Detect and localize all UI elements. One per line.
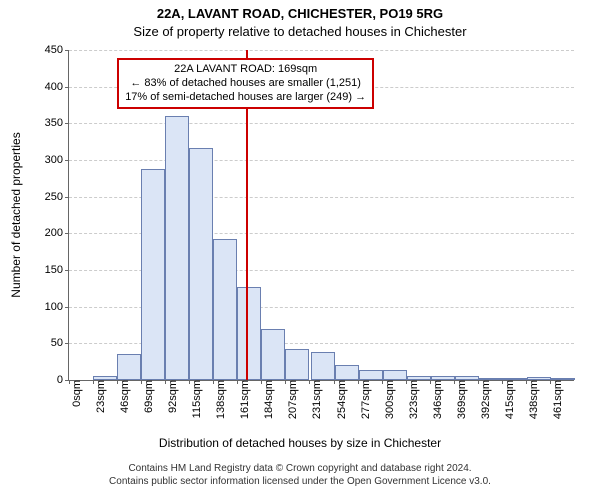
x-tick-label: 184sqm	[257, 380, 275, 419]
x-tick-label: 161sqm	[233, 380, 251, 419]
footer-line-1: Contains HM Land Registry data © Crown c…	[0, 462, 600, 475]
x-tick-label: 369sqm	[450, 380, 468, 419]
histogram-bar	[383, 370, 407, 380]
x-tick-label: 92sqm	[161, 380, 179, 413]
x-tick-label: 346sqm	[426, 380, 444, 419]
plot-area: 0501001502002503003504004500sqm23sqm46sq…	[68, 50, 574, 381]
x-tick-label: 254sqm	[330, 380, 348, 419]
y-tick-label: 350	[45, 117, 69, 129]
histogram-bar	[189, 148, 213, 380]
y-tick-label: 50	[51, 337, 69, 349]
histogram-bar	[407, 376, 431, 380]
chart-container: 22A, LAVANT ROAD, CHICHESTER, PO19 5RG S…	[0, 0, 600, 500]
histogram-bar	[213, 239, 237, 380]
annotation-line: 22A LAVANT ROAD: 169sqm	[125, 63, 366, 77]
y-tick-label: 150	[45, 264, 69, 276]
x-tick-label: 69sqm	[137, 380, 155, 413]
histogram-bar	[359, 370, 383, 380]
histogram-bar	[261, 329, 285, 380]
gridline	[69, 160, 574, 161]
x-tick-label: 138sqm	[209, 380, 227, 419]
y-axis-label: Number of detached properties	[9, 132, 23, 297]
annotation-box: 22A LAVANT ROAD: 169sqm← 83% of detached…	[117, 58, 374, 109]
histogram-bar	[285, 349, 309, 380]
x-tick-label: 231sqm	[305, 380, 323, 419]
x-tick-label: 277sqm	[354, 380, 372, 419]
annotation-line: ← 83% of detached houses are smaller (1,…	[125, 77, 366, 91]
gridline	[69, 123, 574, 124]
histogram-bar	[93, 376, 117, 380]
y-tick-label: 400	[45, 81, 69, 93]
y-tick-label: 250	[45, 191, 69, 203]
histogram-bar	[237, 287, 261, 380]
histogram-bar	[431, 376, 455, 380]
x-axis-label: Distribution of detached houses by size …	[0, 436, 600, 450]
x-tick-label: 415sqm	[498, 380, 516, 419]
y-tick-label: 450	[45, 44, 69, 56]
histogram-bar	[335, 365, 359, 380]
y-tick-label: 300	[45, 154, 69, 166]
histogram-bar	[455, 376, 479, 380]
histogram-bar	[503, 378, 527, 380]
histogram-bar	[479, 378, 503, 380]
x-tick-label: 461sqm	[546, 380, 564, 419]
annotation-line: 17% of semi-detached houses are larger (…	[125, 91, 366, 105]
histogram-bar	[165, 116, 189, 380]
histogram-bar	[551, 378, 575, 380]
x-tick-label: 438sqm	[522, 380, 540, 419]
x-tick-label: 300sqm	[378, 380, 396, 419]
histogram-bar	[141, 169, 165, 380]
x-tick-label: 115sqm	[185, 380, 203, 418]
chart-address-title: 22A, LAVANT ROAD, CHICHESTER, PO19 5RG	[0, 6, 600, 21]
histogram-bar	[311, 352, 335, 380]
x-tick-label: 207sqm	[281, 380, 299, 419]
x-tick-label: 46sqm	[113, 380, 131, 413]
y-tick-label: 200	[45, 227, 69, 239]
chart-subtitle: Size of property relative to detached ho…	[0, 24, 600, 39]
y-tick-label: 100	[45, 301, 69, 313]
histogram-bar	[117, 354, 141, 380]
x-tick-label: 392sqm	[474, 380, 492, 419]
x-tick-label: 323sqm	[402, 380, 420, 419]
footer-line-2: Contains public sector information licen…	[0, 475, 600, 488]
gridline	[69, 50, 574, 51]
x-tick-label: 0sqm	[65, 380, 83, 407]
histogram-bar	[527, 377, 551, 380]
x-tick-label: 23sqm	[89, 380, 107, 413]
